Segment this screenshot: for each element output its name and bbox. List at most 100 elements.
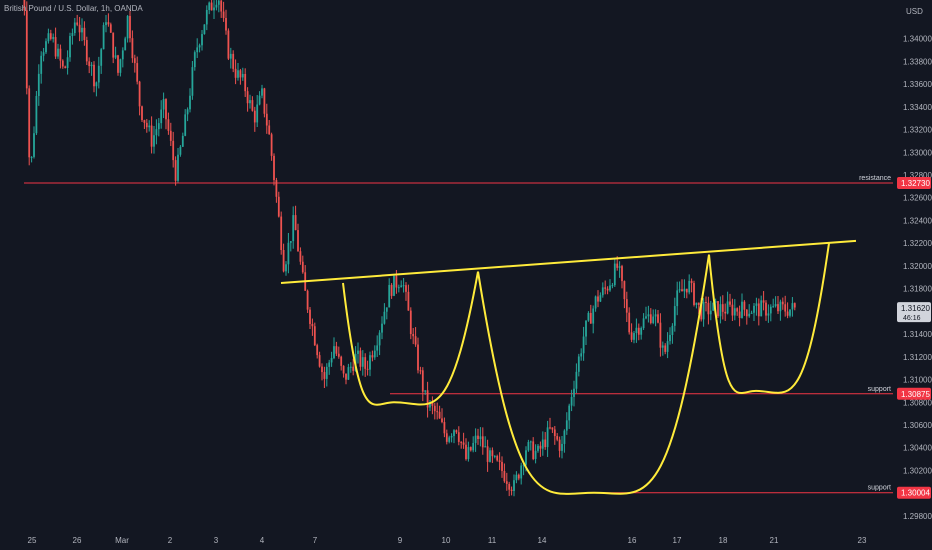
- price-tick-label: 1.31800: [903, 285, 932, 294]
- candle-down: [169, 122, 172, 147]
- candle-up: [66, 50, 69, 75]
- candle-down: [777, 296, 779, 314]
- candle-up: [347, 363, 350, 380]
- candle-up: [592, 305, 595, 334]
- candle-up: [527, 439, 530, 452]
- candle-up: [671, 323, 674, 344]
- bottom-cup[interactable]: [477, 254, 710, 495]
- candle-down: [345, 373, 347, 385]
- candle-up: [241, 67, 244, 81]
- candle-down: [364, 353, 367, 377]
- candle-up: [381, 316, 383, 340]
- candle-down: [556, 433, 559, 442]
- candle-down: [297, 223, 299, 252]
- candle-down: [443, 417, 446, 438]
- right-cup[interactable]: [708, 243, 830, 395]
- candle-down: [88, 57, 91, 74]
- candle-down: [604, 280, 607, 295]
- candle-down: [251, 96, 254, 112]
- candle-up: [179, 145, 182, 157]
- candle-down: [421, 367, 424, 402]
- candle-up: [361, 350, 364, 376]
- candle-down: [481, 427, 484, 455]
- candle-down: [441, 408, 443, 424]
- candle-down: [133, 54, 136, 73]
- candle-up: [330, 351, 333, 367]
- neckline[interactable]: [280, 239, 857, 284]
- price-axis[interactable]: 1.34000 1.33800 1.33600 1.33400 1.33200 1.330…: [897, 7, 932, 521]
- candle-down: [76, 14, 79, 27]
- candle-down: [83, 21, 86, 46]
- candle-down: [225, 9, 227, 35]
- candle-down: [736, 307, 739, 316]
- candle-down: [784, 295, 787, 317]
- candle-down: [649, 308, 652, 325]
- candle-up: [42, 47, 45, 62]
- candle-down: [280, 211, 283, 255]
- candle-up: [203, 24, 206, 35]
- candle-up: [376, 335, 379, 357]
- candle-down: [282, 243, 285, 273]
- candle-down: [220, 0, 223, 18]
- candle-up: [719, 296, 722, 324]
- candle-down: [419, 366, 422, 375]
- time-axis[interactable]: 25 26 Mar 2 3 4 7 9 10 11 14 16 17 18 21 23: [28, 536, 867, 545]
- candle-down: [150, 116, 153, 154]
- candle-down: [445, 429, 448, 445]
- candle-up: [402, 277, 405, 293]
- candle-down: [460, 441, 463, 449]
- candle-up: [609, 279, 611, 292]
- candle-up: [791, 297, 794, 317]
- candle-up: [229, 47, 232, 69]
- candle-up: [289, 241, 292, 252]
- candle-down: [239, 68, 242, 85]
- candle-down: [738, 305, 741, 327]
- candle-up: [189, 88, 191, 113]
- candle-up: [393, 275, 395, 297]
- candle-down: [721, 295, 724, 320]
- candle-up: [333, 337, 335, 360]
- level-price-tag: [897, 387, 931, 400]
- candle-down: [510, 486, 513, 496]
- candle-down: [323, 366, 326, 389]
- time-tick-label: 7: [313, 536, 318, 545]
- candle-up: [378, 330, 381, 356]
- candle-up: [683, 279, 686, 299]
- candle-up: [97, 56, 100, 89]
- last-price-tag: [897, 302, 931, 323]
- candle-down: [172, 131, 175, 168]
- candle-down: [340, 355, 343, 371]
- price-tick-label: 1.32000: [903, 262, 932, 271]
- candle-up: [635, 318, 638, 343]
- candle-down: [85, 36, 88, 66]
- candle-up: [601, 282, 604, 298]
- time-tick-label: 26: [73, 536, 82, 545]
- candle-down: [491, 447, 494, 463]
- price-tick-label: 1.29800: [903, 512, 932, 521]
- candle-down: [628, 307, 631, 335]
- candle-up: [575, 363, 578, 394]
- candle-up: [563, 429, 566, 453]
- candle-up: [678, 281, 681, 293]
- candle-up: [676, 281, 679, 316]
- candle-down: [294, 205, 297, 231]
- candle-down: [405, 282, 407, 301]
- candle-up: [661, 341, 664, 356]
- left-cup[interactable]: [342, 271, 479, 406]
- candle-up: [599, 292, 602, 303]
- time-tick-label: Mar: [115, 536, 129, 545]
- candle-down: [729, 293, 731, 307]
- price-tick-label: 1.33200: [903, 126, 932, 135]
- candle-down: [549, 417, 551, 430]
- candle-up: [69, 32, 71, 62]
- candle-down: [757, 298, 760, 326]
- candle-down: [313, 322, 316, 347]
- candle-up: [515, 471, 518, 484]
- price-tick-label: 1.33000: [903, 148, 932, 157]
- candle-down: [621, 264, 623, 289]
- candle-up: [33, 126, 35, 159]
- candle-up: [493, 455, 496, 459]
- currency-label[interactable]: USD: [906, 7, 923, 16]
- candle-down: [337, 346, 340, 359]
